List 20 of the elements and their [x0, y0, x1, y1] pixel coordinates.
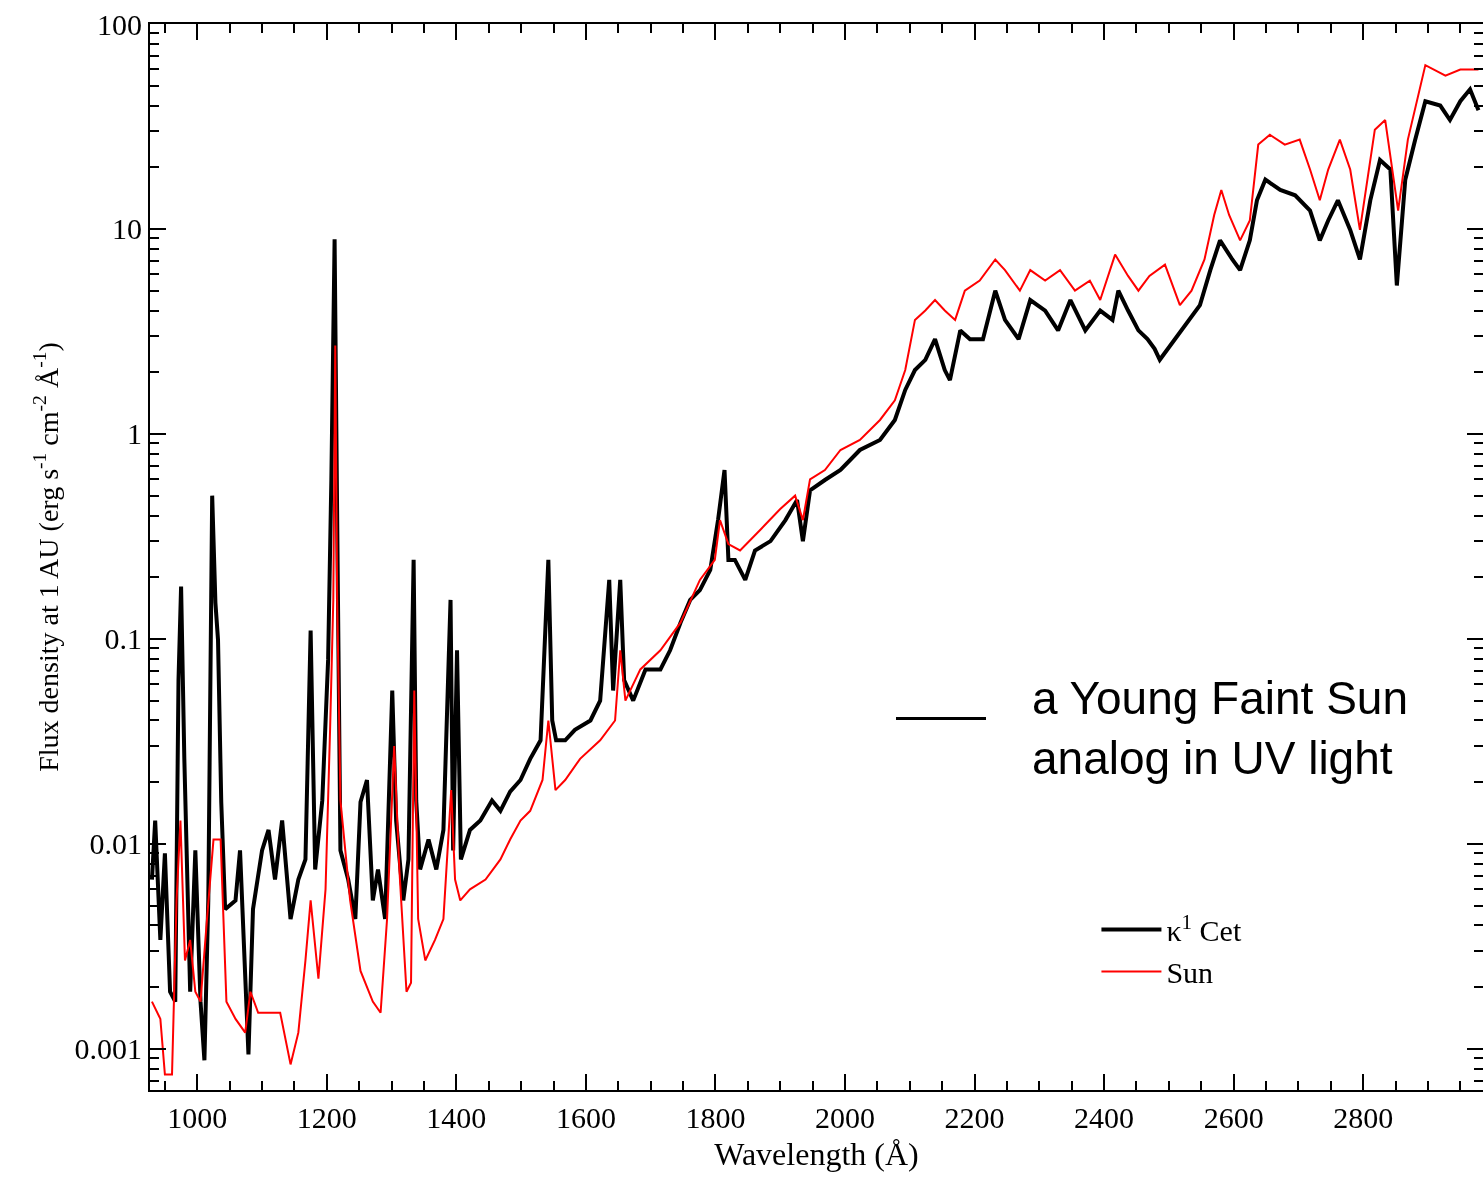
x-tick-label: 2600 [1203, 1101, 1264, 1134]
y-tick-label: 10 [112, 212, 142, 246]
x-tick-label: 1600 [555, 1101, 616, 1134]
x-tick-label: 2800 [1333, 1101, 1394, 1134]
x-tick-label: 1000 [167, 1101, 228, 1134]
x-tick-label: 2000 [815, 1101, 875, 1134]
legend-label: κ$^{1}$ Cet [1166, 909, 1242, 948]
x-tick-label: 1400 [426, 1101, 487, 1134]
y-tick-label: 100 [97, 7, 142, 41]
legend-label: Sun [1166, 956, 1214, 990]
y-tick-label: 0.001 [74, 1032, 142, 1066]
x-tick-label: 2400 [1074, 1101, 1135, 1134]
x-axis-title: Wavelength (Å) [714, 1136, 919, 1173]
y-tick-label: 0.1 [104, 622, 142, 656]
y-tick-label: 1 [127, 417, 142, 451]
x-tick-label: 1800 [685, 1101, 746, 1134]
y-tick-label: 0.01 [89, 827, 142, 861]
x-tick-label: 2200 [944, 1101, 1005, 1134]
x-tick-label: 1200 [296, 1101, 357, 1134]
annotation: a Young Faint Sun analog in UV light [1032, 672, 1408, 784]
